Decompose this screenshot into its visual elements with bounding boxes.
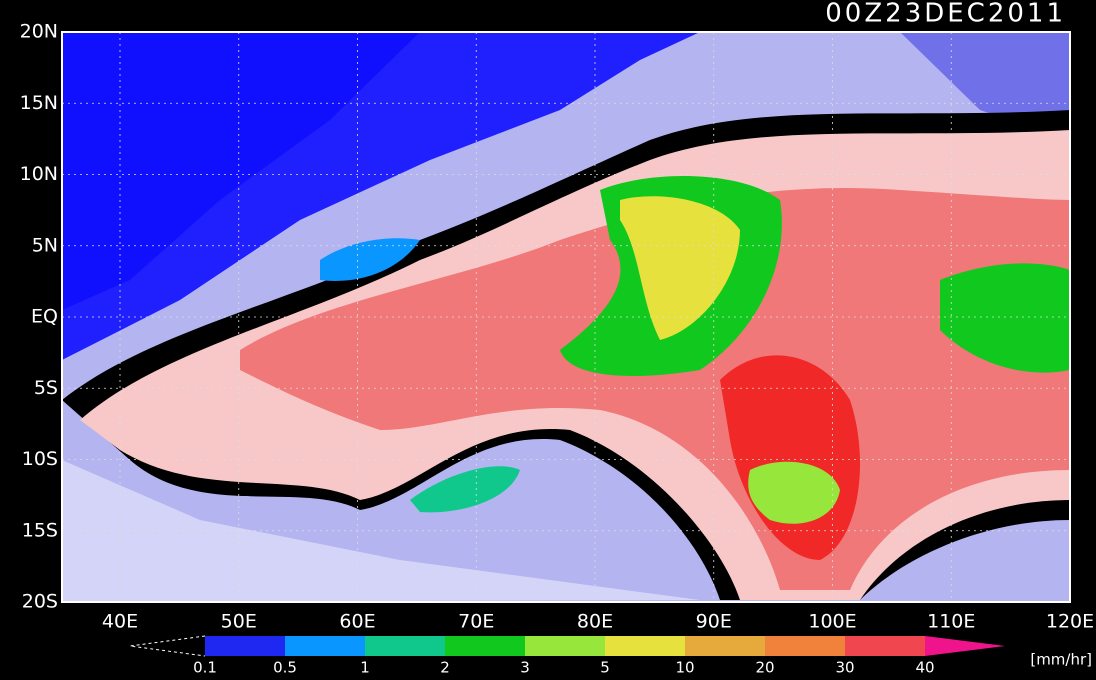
colorbar-label: 40 xyxy=(915,659,934,677)
lat-label: 5S xyxy=(34,377,58,399)
precipitation-field xyxy=(62,32,1070,602)
colorbar-label: 5 xyxy=(600,659,610,677)
colorbar-label: 20 xyxy=(755,659,774,677)
colorbar-label: 0.5 xyxy=(273,659,297,677)
lat-label: 5N xyxy=(32,234,58,256)
lon-label: 110E xyxy=(927,611,975,633)
lat-label: 20N xyxy=(20,21,58,43)
colorbar-segment xyxy=(845,636,925,656)
colorbar-segment xyxy=(765,636,845,656)
lon-label: 40E xyxy=(102,611,138,633)
colorbar-label: 2 xyxy=(440,659,450,677)
lat-label: 20S xyxy=(22,591,58,613)
colorbar-under-arrow xyxy=(129,635,206,657)
colorbar-label: 30 xyxy=(835,659,854,677)
colorbar-segment xyxy=(525,636,605,656)
colorbar-label: 10 xyxy=(675,659,694,677)
colorbar-segment xyxy=(445,636,525,656)
colorbar-segment xyxy=(205,636,285,656)
colorbar-label: 1 xyxy=(360,659,370,677)
colorbar-segment xyxy=(285,636,365,656)
map-title: 00Z23DEC2011 xyxy=(825,0,1066,29)
lon-label: 120E xyxy=(1046,611,1094,633)
lon-label: 60E xyxy=(339,611,375,633)
colorbar-over-arrow xyxy=(925,636,1005,656)
colorbar-segment xyxy=(365,636,445,656)
colorbar-label: 0.1 xyxy=(193,659,217,677)
lon-label: 90E xyxy=(696,611,732,633)
lat-label: 10N xyxy=(20,163,58,185)
map-frame xyxy=(61,31,1071,603)
lat-label: 15S xyxy=(22,519,58,541)
lat-label: 15N xyxy=(20,92,58,114)
lat-label: 10S xyxy=(22,448,58,470)
colorbar-segment xyxy=(685,636,765,656)
graticule xyxy=(62,32,1070,602)
colorbar-label: 3 xyxy=(520,659,530,677)
lon-label: 80E xyxy=(577,611,613,633)
colorbar-segment xyxy=(605,636,685,656)
lat-label: EQ xyxy=(31,306,58,328)
lon-label: 100E xyxy=(808,611,856,633)
colorbar-units: [mm/hr] xyxy=(1030,651,1092,669)
lon-label: 50E xyxy=(221,611,257,633)
colorbar: 0.1 0.5 1 2 3 5 10 20 30 40 [mm/hr] xyxy=(129,635,1092,677)
lon-label: 70E xyxy=(458,611,494,633)
